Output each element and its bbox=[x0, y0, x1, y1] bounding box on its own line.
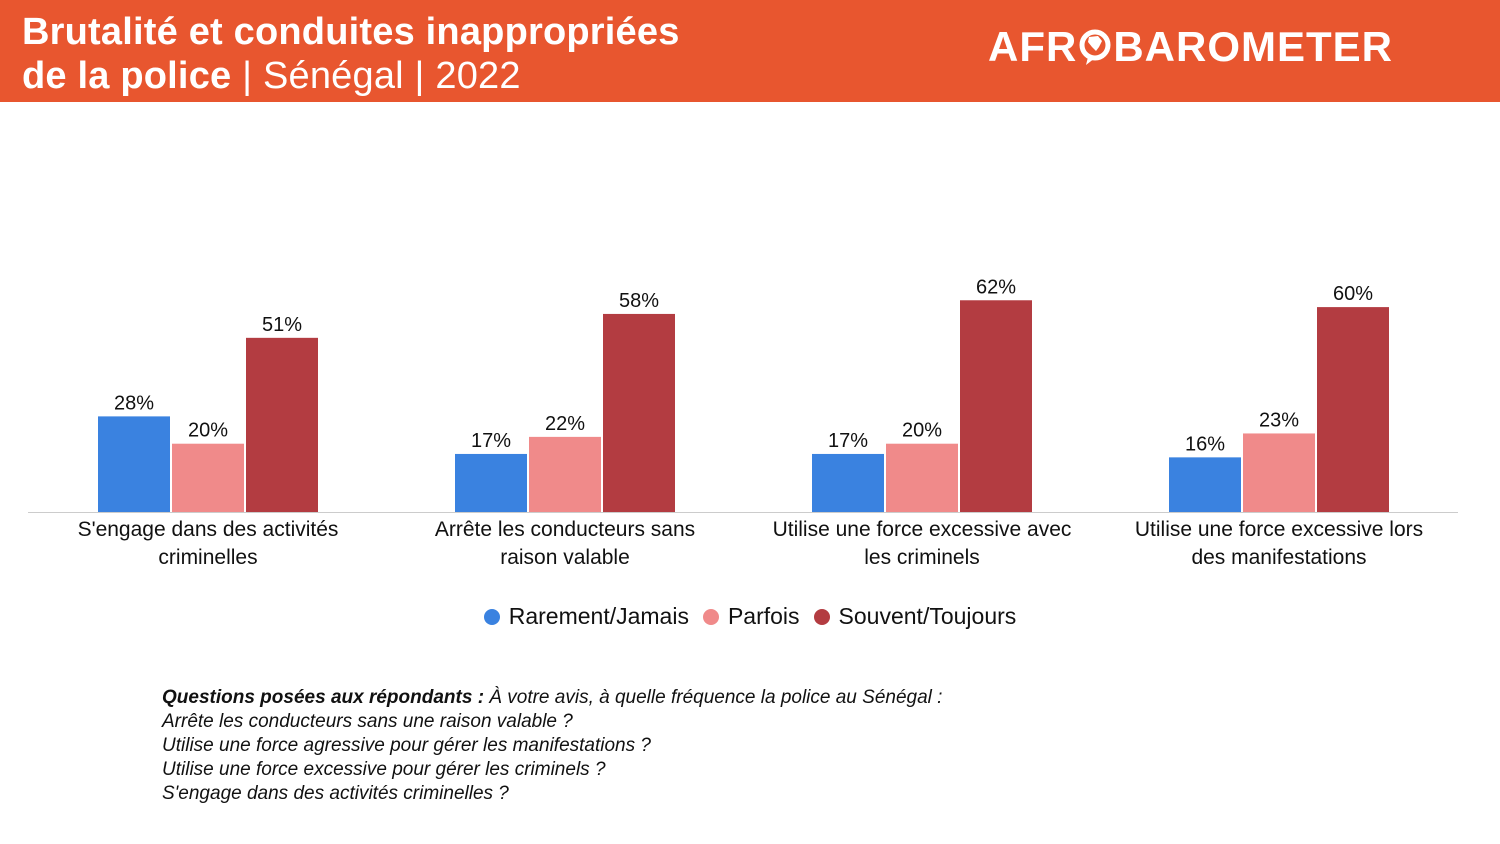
data-label-parfois-1: 20% bbox=[188, 420, 228, 442]
bar-chart: 28% 20% 51% 17% 22% 58% 17% 20% 62% 16% 23% 60% S'e… bbox=[0, 102, 1500, 662]
category-label-3: Utilise une force excessive avec les crim… bbox=[747, 516, 1097, 572]
data-label-rarement-jamais-1: 28% bbox=[114, 392, 154, 414]
legend-label: Souvent/Toujours bbox=[838, 603, 1017, 629]
logo-text-right: BAROMETER bbox=[1113, 23, 1393, 70]
legend-label: Rarement/Jamais bbox=[508, 603, 689, 629]
footnote: Questions posées aux répondants : À votr… bbox=[162, 686, 1262, 806]
bar-chart-svg: 28% 20% 51% 17% 22% 58% 17% 20% 62% 16% 23% 60% bbox=[28, 276, 1458, 513]
legend-label: Parfois bbox=[727, 603, 800, 629]
bar-parfois-4 bbox=[1243, 433, 1315, 512]
category-label-2-line-1: Arrête les conducteurs sans bbox=[434, 518, 696, 541]
bar-parfois-2 bbox=[529, 436, 601, 512]
data-label-souvent-toujours-2: 58% bbox=[619, 290, 659, 312]
category-label-1-line-2: criminelles bbox=[158, 546, 258, 569]
africa-globe-icon bbox=[1078, 27, 1112, 67]
bar-souvent-toujours-2 bbox=[603, 313, 675, 512]
bar-parfois-3 bbox=[886, 443, 958, 512]
footnote-question-1: Arrête les conducteurs sans une raison v… bbox=[162, 711, 573, 732]
data-label-parfois-3: 20% bbox=[902, 420, 942, 442]
data-label-rarement-jamais-4: 16% bbox=[1185, 433, 1225, 455]
data-label-souvent-toujours-1: 51% bbox=[262, 314, 302, 336]
title-subtitle: | Sénégal | 2022 bbox=[231, 55, 521, 97]
footnote-lead: Questions posées aux répondants : bbox=[162, 687, 485, 708]
footnote-intro: À votre avis, à quelle fréquence la poli… bbox=[484, 687, 943, 708]
title-line-2: de la police bbox=[22, 55, 232, 97]
page-title: Brutalité et conduites inappropriées de … bbox=[22, 10, 922, 98]
data-label-parfois-2: 22% bbox=[545, 413, 585, 435]
logo-text-left: AFR bbox=[988, 23, 1078, 70]
category-label-1: S'engage dans des activités criminelles bbox=[33, 516, 383, 572]
legend-dot-icon bbox=[813, 608, 830, 625]
bar-rarement-jamais-3 bbox=[812, 453, 884, 512]
category-label-3-line-1: Utilise une force excessive avec bbox=[772, 518, 1072, 541]
bar-souvent-toujours-1 bbox=[246, 337, 318, 512]
category-label-2-line-2: raison valable bbox=[500, 546, 630, 569]
chart-legend: Rarement/Jamais Parfois Souvent/Toujours bbox=[0, 603, 1500, 630]
bar-souvent-toujours-4 bbox=[1317, 307, 1389, 512]
bar-parfois-1 bbox=[172, 443, 244, 512]
bar-souvent-toujours-3 bbox=[960, 300, 1032, 512]
category-label-4-line-1: Utilise une force excessive lors bbox=[1134, 518, 1424, 541]
afrobarometer-logo: AFR BAROMETER bbox=[988, 22, 1393, 72]
legend-dot-icon bbox=[702, 608, 719, 625]
footnote-question-4: S'engage dans des activités criminelles … bbox=[162, 783, 509, 804]
data-label-souvent-toujours-3: 62% bbox=[976, 276, 1016, 298]
footnote-question-3: Utilise une force excessive pour gérer l… bbox=[162, 759, 606, 780]
data-label-parfois-4: 23% bbox=[1259, 409, 1299, 431]
bar-rarement-jamais-2 bbox=[455, 453, 527, 512]
bar-rarement-jamais-1 bbox=[98, 416, 170, 512]
category-label-2: Arrête les conducteurs sans raison valabl… bbox=[390, 516, 740, 572]
legend-item-souvent-toujours: Souvent/Toujours bbox=[813, 603, 1017, 630]
title-line-1: Brutalité et conduites inappropriées bbox=[22, 11, 680, 53]
legend-dot-icon bbox=[483, 608, 500, 625]
bar-rarement-jamais-4 bbox=[1169, 457, 1241, 512]
header-banner: Brutalité et conduites inappropriées de … bbox=[0, 0, 1500, 102]
data-label-rarement-jamais-3: 17% bbox=[828, 430, 868, 452]
data-label-souvent-toujours-4: 60% bbox=[1333, 283, 1373, 305]
category-label-3-line-2: les criminels bbox=[864, 546, 980, 569]
footnote-intro-line: Questions posées aux répondants : À votr… bbox=[162, 686, 1262, 710]
category-label-4: Utilise une force excessive lors des mani… bbox=[1104, 516, 1454, 572]
category-label-4-line-2: des manifestations bbox=[1191, 546, 1367, 569]
data-label-rarement-jamais-2: 17% bbox=[471, 430, 511, 452]
legend-item-parfois: Parfois bbox=[702, 603, 800, 630]
legend-item-rarement-jamais: Rarement/Jamais bbox=[483, 603, 689, 630]
footnote-question-2: Utilise une force agressive pour gérer l… bbox=[162, 735, 651, 756]
category-label-1-line-1: S'engage dans des activités bbox=[77, 518, 339, 541]
